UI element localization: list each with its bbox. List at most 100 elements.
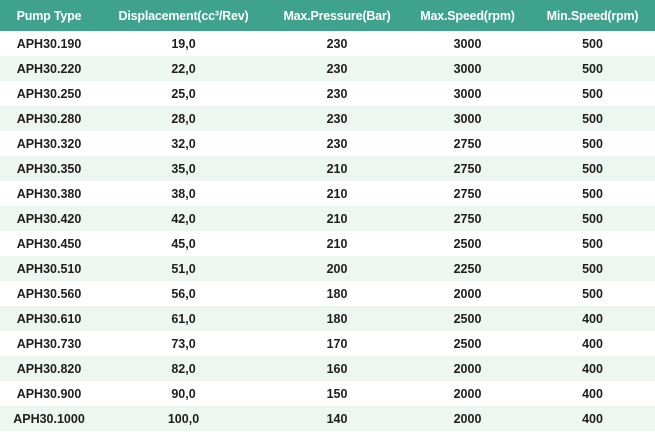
cell-pump-type: APH30.380 xyxy=(0,181,98,206)
cell-max-speed: 2250 xyxy=(405,256,530,281)
cell-max-pressure: 230 xyxy=(269,106,405,131)
header-displacement: Displacement(cc³/Rev) xyxy=(98,0,269,31)
cell-displacement: 25,0 xyxy=(98,81,269,106)
cell-max-speed: 2500 xyxy=(405,331,530,356)
cell-displacement: 22,0 xyxy=(98,56,269,81)
table-row: APH30.250 25,0 230 3000 500 xyxy=(0,81,655,106)
cell-max-pressure: 230 xyxy=(269,56,405,81)
cell-max-pressure: 180 xyxy=(269,306,405,331)
cell-max-pressure: 160 xyxy=(269,356,405,381)
cell-min-speed: 500 xyxy=(530,231,655,256)
cell-displacement: 19,0 xyxy=(98,31,269,56)
cell-pump-type: APH30.560 xyxy=(0,281,98,306)
header-pump-type: Pump Type xyxy=(0,0,98,31)
cell-max-pressure: 230 xyxy=(269,31,405,56)
cell-min-speed: 400 xyxy=(530,356,655,381)
header-row: Pump Type Displacement(cc³/Rev) Max.Pres… xyxy=(0,0,655,31)
cell-min-speed: 500 xyxy=(530,106,655,131)
cell-pump-type: APH30.730 xyxy=(0,331,98,356)
cell-max-speed: 3000 xyxy=(405,106,530,131)
table-row: APH30.320 32,0 230 2750 500 xyxy=(0,131,655,156)
cell-displacement: 82,0 xyxy=(98,356,269,381)
cell-pump-type: APH30.900 xyxy=(0,381,98,406)
table-row: APH30.1000 100,0 140 2000 400 xyxy=(0,406,655,431)
cell-max-speed: 2750 xyxy=(405,206,530,231)
cell-pump-type: APH30.190 xyxy=(0,31,98,56)
table-row: APH30.610 61,0 180 2500 400 xyxy=(0,306,655,331)
table-row: APH30.820 82,0 160 2000 400 xyxy=(0,356,655,381)
cell-pump-type: APH30.280 xyxy=(0,106,98,131)
cell-max-speed: 2000 xyxy=(405,356,530,381)
cell-max-pressure: 210 xyxy=(269,181,405,206)
cell-max-pressure: 150 xyxy=(269,381,405,406)
cell-pump-type: APH30.320 xyxy=(0,131,98,156)
cell-displacement: 42,0 xyxy=(98,206,269,231)
cell-min-speed: 400 xyxy=(530,331,655,356)
cell-min-speed: 400 xyxy=(530,381,655,406)
cell-pump-type: APH30.350 xyxy=(0,156,98,181)
table-row: APH30.730 73,0 170 2500 400 xyxy=(0,331,655,356)
cell-pump-type: APH30.510 xyxy=(0,256,98,281)
cell-displacement: 73,0 xyxy=(98,331,269,356)
cell-min-speed: 400 xyxy=(530,406,655,431)
cell-displacement: 51,0 xyxy=(98,256,269,281)
cell-max-speed: 3000 xyxy=(405,31,530,56)
cell-min-speed: 500 xyxy=(530,281,655,306)
cell-max-speed: 3000 xyxy=(405,81,530,106)
cell-max-pressure: 210 xyxy=(269,231,405,256)
cell-pump-type: APH30.250 xyxy=(0,81,98,106)
cell-displacement: 56,0 xyxy=(98,281,269,306)
cell-displacement: 45,0 xyxy=(98,231,269,256)
cell-displacement: 38,0 xyxy=(98,181,269,206)
cell-displacement: 100,0 xyxy=(98,406,269,431)
cell-min-speed: 500 xyxy=(530,181,655,206)
cell-min-speed: 500 xyxy=(530,81,655,106)
cell-max-speed: 2750 xyxy=(405,131,530,156)
header-min-speed: Min.Speed(rpm) xyxy=(530,0,655,31)
table-row: APH30.280 28,0 230 3000 500 xyxy=(0,106,655,131)
cell-pump-type: APH30.1000 xyxy=(0,406,98,431)
cell-min-speed: 400 xyxy=(530,306,655,331)
cell-pump-type: APH30.820 xyxy=(0,356,98,381)
table-row: APH30.350 35,0 210 2750 500 xyxy=(0,156,655,181)
cell-min-speed: 500 xyxy=(530,156,655,181)
table-row: APH30.220 22,0 230 3000 500 xyxy=(0,56,655,81)
cell-min-speed: 500 xyxy=(530,256,655,281)
cell-min-speed: 500 xyxy=(530,56,655,81)
table-row: APH30.450 45,0 210 2500 500 xyxy=(0,231,655,256)
table-row: APH30.510 51,0 200 2250 500 xyxy=(0,256,655,281)
cell-displacement: 28,0 xyxy=(98,106,269,131)
table-row: APH30.900 90,0 150 2000 400 xyxy=(0,381,655,406)
cell-max-speed: 2500 xyxy=(405,306,530,331)
cell-max-pressure: 210 xyxy=(269,206,405,231)
cell-pump-type: APH30.220 xyxy=(0,56,98,81)
cell-max-speed: 2000 xyxy=(405,406,530,431)
table-header: Pump Type Displacement(cc³/Rev) Max.Pres… xyxy=(0,0,655,31)
cell-max-pressure: 200 xyxy=(269,256,405,281)
header-max-speed: Max.Speed(rpm) xyxy=(405,0,530,31)
cell-min-speed: 500 xyxy=(530,131,655,156)
cell-max-pressure: 140 xyxy=(269,406,405,431)
cell-max-pressure: 170 xyxy=(269,331,405,356)
table-row: APH30.560 56,0 180 2000 500 xyxy=(0,281,655,306)
cell-max-speed: 2750 xyxy=(405,156,530,181)
cell-max-pressure: 210 xyxy=(269,156,405,181)
cell-pump-type: APH30.610 xyxy=(0,306,98,331)
cell-min-speed: 500 xyxy=(530,31,655,56)
cell-pump-type: APH30.450 xyxy=(0,231,98,256)
table-row: APH30.420 42,0 210 2750 500 xyxy=(0,206,655,231)
cell-max-speed: 3000 xyxy=(405,56,530,81)
cell-max-pressure: 230 xyxy=(269,131,405,156)
cell-max-speed: 2750 xyxy=(405,181,530,206)
table-body: APH30.190 19,0 230 3000 500 APH30.220 22,0 230 3… xyxy=(0,31,655,431)
cell-displacement: 61,0 xyxy=(98,306,269,331)
cell-max-pressure: 180 xyxy=(269,281,405,306)
cell-min-speed: 500 xyxy=(530,206,655,231)
cell-max-speed: 2500 xyxy=(405,231,530,256)
cell-displacement: 35,0 xyxy=(98,156,269,181)
cell-pump-type: APH30.420 xyxy=(0,206,98,231)
header-max-pressure: Max.Pressure(Bar) xyxy=(269,0,405,31)
cell-max-speed: 2000 xyxy=(405,381,530,406)
cell-max-pressure: 230 xyxy=(269,81,405,106)
